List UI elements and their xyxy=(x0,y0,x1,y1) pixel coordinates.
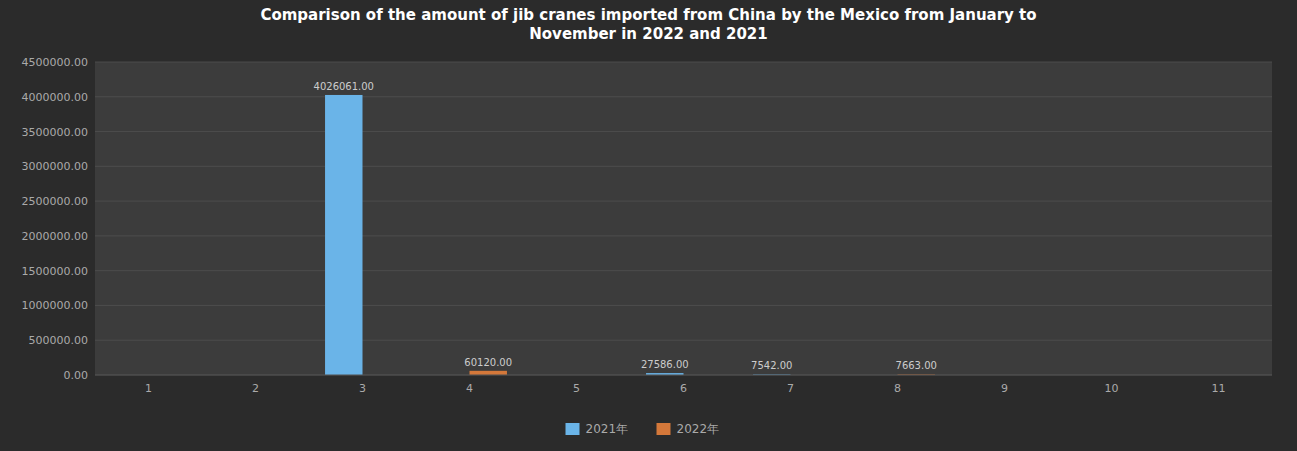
x-tick-label: 9 xyxy=(1001,382,1008,395)
x-tick-label: 6 xyxy=(680,382,687,395)
data-label: 60120.00 xyxy=(464,357,512,368)
grid-line xyxy=(95,201,1272,202)
grid-line xyxy=(95,166,1272,167)
x-tick-label: 8 xyxy=(894,382,901,395)
bars xyxy=(325,95,935,375)
background xyxy=(0,0,1297,451)
legend-label: 2021年 xyxy=(586,422,629,436)
data-label: 27586.00 xyxy=(641,359,689,370)
y-tick-label: 2000000.00 xyxy=(22,230,88,243)
data-label: 7663.00 xyxy=(896,360,937,371)
grid-line xyxy=(95,62,1272,63)
grid-line xyxy=(95,131,1272,132)
x-tick-label: 2 xyxy=(252,382,259,395)
title: Comparison of the amount of jib cranes i… xyxy=(260,6,1036,43)
x-tick-label: 1 xyxy=(145,382,152,395)
y-tick-label: 3000000.00 xyxy=(22,160,88,173)
x-tick-label: 7 xyxy=(787,382,794,395)
y-tick-label: 1000000.00 xyxy=(22,299,88,312)
y-tick-label: 3500000.00 xyxy=(22,126,88,139)
y-tick-label: 0.00 xyxy=(64,369,89,382)
y-tick-label: 2500000.00 xyxy=(22,195,88,208)
bar xyxy=(325,95,362,375)
plot-area xyxy=(95,62,1272,375)
x-tick-label: 5 xyxy=(573,382,580,395)
grid-line xyxy=(95,305,1272,306)
legend-label: 2022年 xyxy=(677,422,720,436)
x-tick-label: 11 xyxy=(1212,382,1226,395)
grid-line xyxy=(95,375,1272,376)
chart: Comparison of the amount of jib cranes i… xyxy=(0,0,1297,451)
x-tick-label: 10 xyxy=(1105,382,1119,395)
y-tick-label: 1500000.00 xyxy=(22,265,88,278)
grid-line xyxy=(95,235,1272,236)
y-tick-label: 500000.00 xyxy=(29,334,89,347)
data-label: 4026061.00 xyxy=(314,81,374,92)
grid-line xyxy=(95,270,1272,271)
y-tick-label: 4500000.00 xyxy=(22,56,88,69)
legend: 2021年 2022年 xyxy=(566,422,720,436)
x-tick-label: 4 xyxy=(466,382,473,395)
data-label: 7542.00 xyxy=(751,360,792,371)
y-tick-label: 4000000.00 xyxy=(22,91,88,104)
grid-line xyxy=(95,340,1272,341)
legend-swatch xyxy=(566,423,580,435)
bar xyxy=(470,371,507,375)
legend-swatch xyxy=(657,423,671,435)
x-tick-label: 3 xyxy=(359,382,366,395)
grid-line xyxy=(95,96,1272,97)
x-axis-line xyxy=(95,375,1272,376)
